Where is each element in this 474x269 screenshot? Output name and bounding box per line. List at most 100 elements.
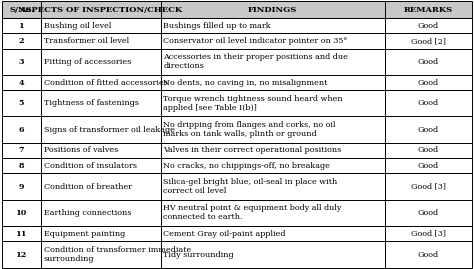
Bar bbox=[161, 241, 385, 268]
Text: No dripping from flanges and corks, no oil
marks on tank walls, plinth or ground: No dripping from flanges and corks, no o… bbox=[164, 121, 336, 138]
Bar bbox=[41, 200, 161, 226]
Text: Condition of insulators: Condition of insulators bbox=[44, 162, 137, 170]
Text: Good: Good bbox=[418, 146, 439, 154]
Text: Good: Good bbox=[418, 99, 439, 107]
Text: Tightness of fastenings: Tightness of fastenings bbox=[44, 99, 138, 107]
Bar bbox=[161, 143, 385, 158]
Text: 5: 5 bbox=[19, 99, 24, 107]
Bar bbox=[385, 75, 472, 90]
Text: Good: Good bbox=[418, 162, 439, 170]
Text: 6: 6 bbox=[19, 126, 24, 134]
Bar bbox=[385, 200, 472, 226]
Bar bbox=[2, 1, 41, 18]
Text: ASPECTS OF INSPECTION/CHECK: ASPECTS OF INSPECTION/CHECK bbox=[19, 6, 182, 14]
Text: Good: Good bbox=[418, 126, 439, 134]
Bar bbox=[161, 226, 385, 241]
Text: Condition of transformer immediate
surrounding: Condition of transformer immediate surro… bbox=[44, 246, 191, 263]
Text: Good: Good bbox=[418, 22, 439, 30]
Bar bbox=[385, 49, 472, 75]
Text: Transformer oil level: Transformer oil level bbox=[44, 37, 129, 45]
Bar bbox=[385, 226, 472, 241]
Text: Conservator oil level indicator pointer on 35°: Conservator oil level indicator pointer … bbox=[164, 37, 348, 45]
Bar bbox=[41, 241, 161, 268]
Bar bbox=[2, 33, 41, 49]
Text: Good: Good bbox=[418, 58, 439, 66]
Bar bbox=[161, 158, 385, 174]
Text: No dents, no caving in, no misalignment: No dents, no caving in, no misalignment bbox=[164, 79, 328, 87]
Bar bbox=[385, 33, 472, 49]
Bar bbox=[2, 116, 41, 143]
Bar bbox=[161, 174, 385, 200]
Bar bbox=[2, 143, 41, 158]
Bar bbox=[41, 158, 161, 174]
Text: Good: Good bbox=[418, 79, 439, 87]
Text: REMARKS: REMARKS bbox=[404, 6, 453, 14]
Bar bbox=[385, 143, 472, 158]
Text: 7: 7 bbox=[19, 146, 24, 154]
Bar bbox=[385, 90, 472, 116]
Text: FINDINGS: FINDINGS bbox=[248, 6, 297, 14]
Text: 1: 1 bbox=[19, 22, 25, 30]
Text: 8: 8 bbox=[19, 162, 24, 170]
Bar bbox=[161, 90, 385, 116]
Text: 3: 3 bbox=[19, 58, 24, 66]
Text: Bushings filled up to mark: Bushings filled up to mark bbox=[164, 22, 271, 30]
Bar bbox=[161, 33, 385, 49]
Text: Good: Good bbox=[418, 250, 439, 259]
Bar bbox=[2, 174, 41, 200]
Text: Signs of transformer oil leakage: Signs of transformer oil leakage bbox=[44, 126, 174, 134]
Text: 9: 9 bbox=[19, 183, 24, 191]
Text: 2: 2 bbox=[19, 37, 24, 45]
Text: Fitting of accessories: Fitting of accessories bbox=[44, 58, 131, 66]
Bar bbox=[385, 174, 472, 200]
Bar bbox=[161, 18, 385, 33]
Bar bbox=[41, 143, 161, 158]
Text: Torque wrench tightness sound heard when
applied [see Table I(b)]: Torque wrench tightness sound heard when… bbox=[164, 95, 343, 112]
Text: HV neutral point & equipment body all duly
connected to earth.: HV neutral point & equipment body all du… bbox=[164, 204, 342, 221]
Text: Bushing oil level: Bushing oil level bbox=[44, 22, 111, 30]
Bar bbox=[41, 1, 161, 18]
Bar bbox=[161, 49, 385, 75]
Text: Good [2]: Good [2] bbox=[411, 37, 446, 45]
Bar bbox=[385, 158, 472, 174]
Bar bbox=[41, 174, 161, 200]
Bar bbox=[385, 116, 472, 143]
Bar bbox=[2, 200, 41, 226]
Bar bbox=[41, 33, 161, 49]
Text: Positions of valves: Positions of valves bbox=[44, 146, 118, 154]
Bar bbox=[161, 75, 385, 90]
Bar bbox=[385, 241, 472, 268]
Text: Equipment painting: Equipment painting bbox=[44, 230, 125, 238]
Bar bbox=[41, 90, 161, 116]
Bar bbox=[2, 226, 41, 241]
Text: Tidy surrounding: Tidy surrounding bbox=[164, 250, 234, 259]
Text: Good [3]: Good [3] bbox=[411, 230, 446, 238]
Text: 10: 10 bbox=[16, 209, 27, 217]
Bar bbox=[385, 1, 472, 18]
Bar bbox=[2, 18, 41, 33]
Text: 4: 4 bbox=[19, 79, 25, 87]
Bar bbox=[161, 200, 385, 226]
Text: Good: Good bbox=[418, 209, 439, 217]
Bar bbox=[41, 116, 161, 143]
Text: Condition of fitted accessories: Condition of fitted accessories bbox=[44, 79, 168, 87]
Bar bbox=[41, 75, 161, 90]
Bar bbox=[2, 49, 41, 75]
Text: Condition of breather: Condition of breather bbox=[44, 183, 132, 191]
Bar bbox=[41, 226, 161, 241]
Text: Valves in their correct operational positions: Valves in their correct operational posi… bbox=[164, 146, 342, 154]
Text: 12: 12 bbox=[16, 250, 27, 259]
Bar bbox=[2, 90, 41, 116]
Bar bbox=[2, 241, 41, 268]
Text: Good [3]: Good [3] bbox=[411, 183, 446, 191]
Text: S/No.: S/No. bbox=[9, 6, 34, 14]
Bar bbox=[385, 18, 472, 33]
Bar bbox=[161, 1, 385, 18]
Bar bbox=[41, 49, 161, 75]
Text: Silica-gel bright blue, oil-seal in place with
correct oil level: Silica-gel bright blue, oil-seal in plac… bbox=[164, 178, 337, 195]
Bar bbox=[2, 158, 41, 174]
Text: Cement Gray oil-paint applied: Cement Gray oil-paint applied bbox=[164, 230, 286, 238]
Text: Accessories in their proper positions and due
directions: Accessories in their proper positions an… bbox=[164, 53, 348, 70]
Text: 11: 11 bbox=[16, 230, 27, 238]
Text: Earthing connections: Earthing connections bbox=[44, 209, 131, 217]
